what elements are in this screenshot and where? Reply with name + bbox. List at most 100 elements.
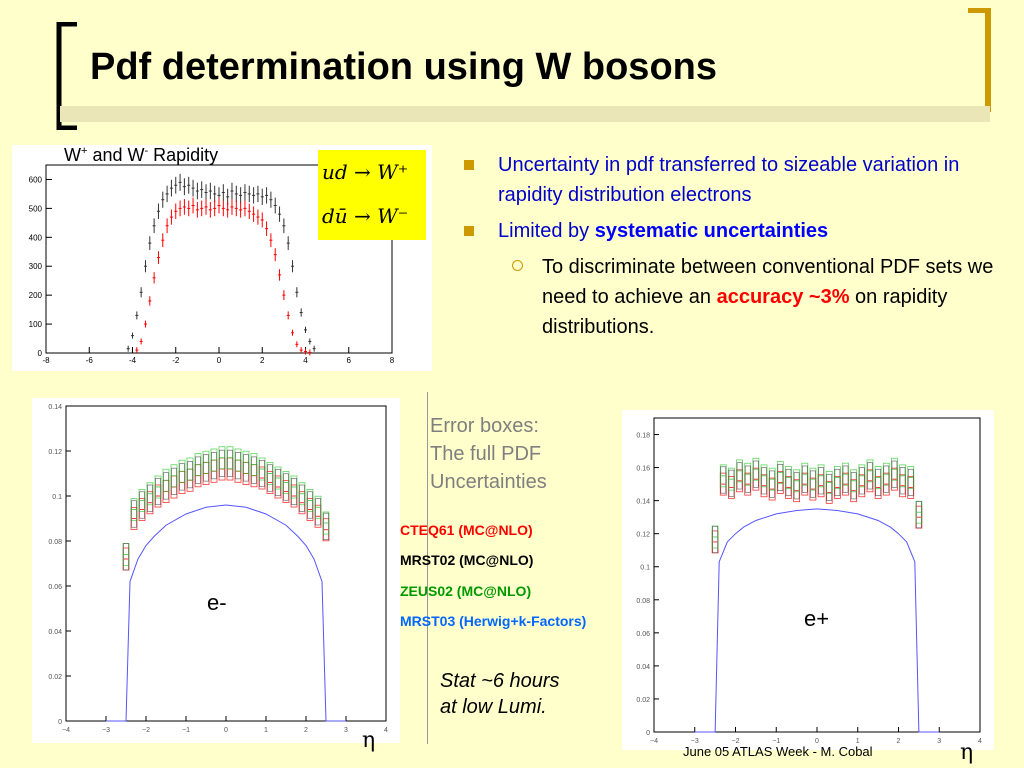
x-tick-label: −1	[772, 738, 780, 745]
mrst03-histogram	[694, 508, 940, 733]
mrst02-error-box	[155, 477, 161, 506]
mrst02-error-box	[891, 460, 898, 488]
x-tick-label: −1	[182, 727, 190, 734]
title-sup1: +	[81, 145, 88, 157]
y-tick-label: 0	[646, 730, 650, 737]
error-box	[858, 464, 866, 488]
mrst02-error-box	[139, 491, 145, 519]
y-tick-label: 0.04	[48, 629, 62, 636]
error-box	[250, 453, 258, 476]
bullet-2-prefix: Limited by	[498, 220, 595, 242]
error-box	[154, 475, 162, 499]
bullet-2-bold: systematic uncertainties	[594, 220, 829, 242]
mrst02-error-box	[179, 463, 185, 491]
x-tick-label: 3	[937, 738, 941, 745]
y-tick-label: 0.04	[636, 664, 650, 671]
mrst02-error-box	[323, 512, 329, 540]
stat-line-1: Stat ~6 hours	[440, 670, 560, 692]
sub-bullet-ring-icon	[512, 260, 523, 271]
mrst02-error-box	[907, 468, 914, 496]
error-box	[306, 489, 314, 512]
formula-line-1: ud → W⁺	[322, 160, 409, 184]
error-box	[891, 457, 898, 481]
legend-mrst03: MRST03 (Herwig+k-Factors)	[400, 613, 587, 629]
eta-label-right: η	[960, 740, 974, 765]
x-tick-label: 4	[978, 738, 982, 745]
y-tick-label: 0	[38, 349, 43, 358]
error-boxes-line-2: The full PDF	[430, 443, 542, 465]
title-w1: W	[64, 145, 81, 165]
error-box	[258, 457, 266, 481]
legend-zeus02: ZEUS02 (MC@NLO)	[400, 583, 532, 599]
mrst02-error-box	[834, 468, 841, 496]
error-box	[218, 446, 226, 470]
x-tick-label: 4	[384, 727, 388, 734]
title-mid: and W	[87, 145, 145, 165]
error-box	[785, 466, 792, 489]
x-tick-label: 0	[224, 727, 228, 734]
error-box	[907, 466, 915, 489]
mrst02-error-box	[243, 454, 249, 482]
mrst02-error-box	[123, 543, 129, 571]
error-box	[744, 462, 752, 486]
stat-line-2: at low Lumi.	[440, 696, 547, 718]
formula-line-2: dū → W⁻	[322, 204, 409, 228]
error-box	[266, 462, 274, 485]
x-tick-label: -6	[86, 356, 94, 365]
y-tick-label: 0.06	[636, 631, 650, 638]
title-underline	[60, 106, 990, 122]
y-tick-label: 200	[29, 291, 43, 300]
mrst02-error-box	[736, 462, 743, 490]
legend-cteq61: CTEQ61 (MC@NLO)	[400, 522, 533, 538]
y-tick-label: 300	[29, 262, 43, 271]
bullet-square-icon	[464, 160, 474, 170]
y-tick-label: 0.1	[640, 565, 650, 572]
x-tick-label: 2	[304, 727, 308, 734]
error-box	[752, 457, 760, 481]
error-box	[146, 482, 154, 506]
plot-frame	[653, 417, 981, 733]
y-tick-label: 0	[58, 719, 62, 726]
error-boxes-line-1: Error boxes:	[430, 415, 539, 437]
error-box	[899, 464, 906, 488]
y-tick-label: 500	[29, 204, 43, 213]
x-tick-label: 3	[344, 727, 348, 734]
legend-mrst02: MRST02 (MC@NLO)	[400, 552, 534, 568]
error-box	[825, 471, 833, 494]
sub-bullet-text-b: on rapidity distributions.	[542, 286, 948, 338]
error-box	[768, 467, 776, 491]
rapidity-chart-title: W+ and W- Rapidity	[64, 145, 218, 166]
error-box	[162, 468, 170, 492]
slide-title: Pdf determination using W bosons	[90, 46, 717, 88]
mrst02-error-box	[227, 449, 233, 477]
y-tick-label: 0.02	[636, 697, 650, 704]
bullet-1-text: Uncertainty in pdf transferred to sizeab…	[498, 154, 960, 206]
mrst02-error-box	[769, 470, 775, 498]
sub-bullet-text-a: To discriminate between conventional PDF…	[542, 256, 994, 308]
error-boxes-note: Error boxes: The full PDF Uncertainties	[430, 412, 547, 496]
error-box	[801, 462, 809, 486]
plot-frame	[65, 405, 387, 722]
bullet-list: Uncertainty in pdf transferred to sizeab…	[460, 150, 1020, 342]
mrst02-error-box	[810, 470, 816, 498]
y-tick-label: 0.08	[48, 539, 62, 546]
y-tick-label: 0.02	[48, 674, 62, 681]
y-tick-label: 100	[29, 320, 43, 329]
x-tick-label: 4	[303, 356, 308, 365]
eta-label-left: η	[362, 728, 376, 753]
error-box	[760, 464, 768, 488]
left-bracket	[56, 22, 77, 130]
x-tick-label: -4	[129, 356, 137, 365]
mrst02-error-box	[916, 501, 922, 529]
e-plus-label: e+	[804, 606, 830, 631]
mrst02-error-box	[826, 473, 833, 501]
error-box	[322, 511, 330, 535]
y-tick-label: 0.14	[48, 404, 62, 411]
x-tick-label: −3	[691, 738, 699, 745]
right-bracket	[968, 8, 991, 112]
mrst02-error-box	[867, 462, 873, 490]
error-box	[178, 459, 186, 483]
error-box	[274, 466, 282, 490]
error-box	[242, 450, 250, 474]
mrst02-error-box	[171, 467, 177, 495]
